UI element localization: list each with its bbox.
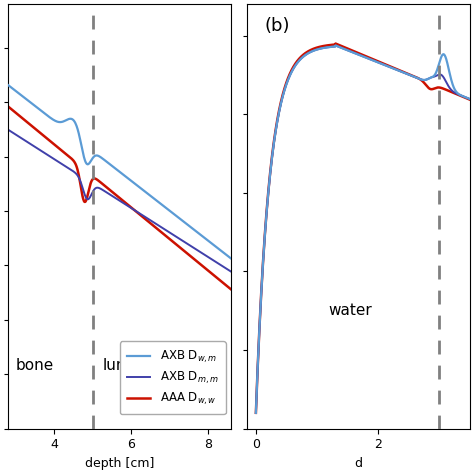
Legend: AXB D$_{w,m}$, AXB D$_{m,m}$, AAA D$_{w,w}$: AXB D$_{w,m}$, AXB D$_{m,m}$, AAA D$_{w,… xyxy=(119,341,226,414)
Text: water: water xyxy=(329,303,373,318)
Text: lung: lung xyxy=(102,358,136,374)
X-axis label: depth [cm]: depth [cm] xyxy=(85,457,155,470)
X-axis label: d: d xyxy=(354,457,362,470)
Text: bone: bone xyxy=(16,358,55,374)
Text: (b): (b) xyxy=(264,17,290,35)
